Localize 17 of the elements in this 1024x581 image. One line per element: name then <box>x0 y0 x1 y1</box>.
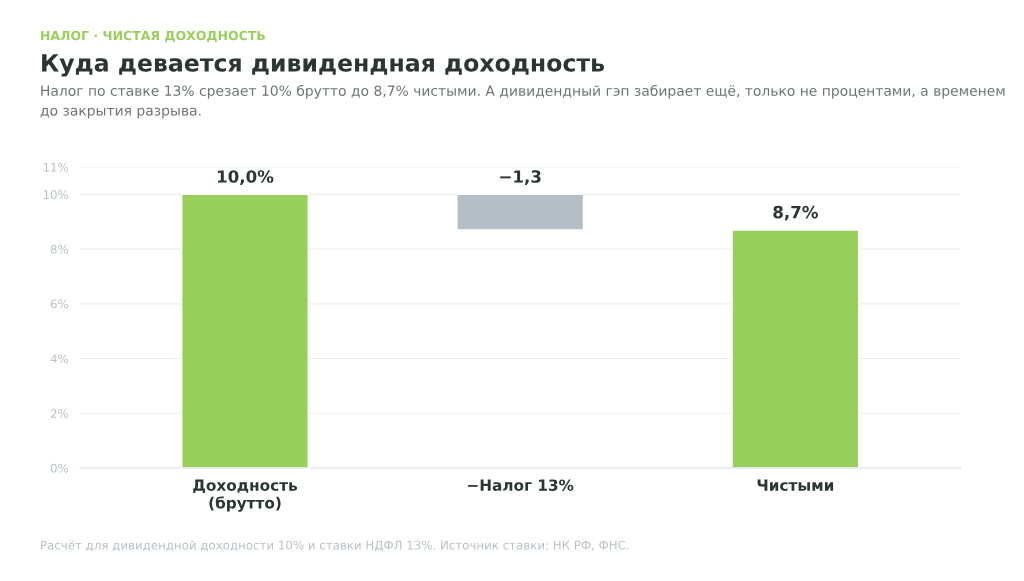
data-label: 10,0% <box>217 170 274 185</box>
y-tick-label: 8% <box>50 244 69 254</box>
y-tick-label: 0% <box>50 463 69 473</box>
y-tick-label: 11% <box>43 162 69 172</box>
data-label: −1,3 <box>500 170 541 185</box>
chart-subtitle: Налог по ставке 13% срезает 10% брутто до 8,7% чистыми. А дивидендный гэп забирает ещё, только не процентами, а временем до закрытия разрыва. <box>40 84 1005 119</box>
y-tick-label: 10% <box>43 190 69 200</box>
y-tick-label: 2% <box>50 409 69 418</box>
x-tick-label: −Налог 13% <box>468 479 574 491</box>
chart-title: Куда девается дивидендная доходность <box>42 54 604 77</box>
text: НАЛОГ · ЧИСТАЯ ДОХОДНОСТЬ <box>41 30 265 43</box>
y-tick-label: 6% <box>50 299 69 309</box>
text: Расчёт для дивидендной доходности 10% и ставки НДФЛ 13%. Источник ставки: НК РФ, ФНС. <box>41 540 629 552</box>
y-tick-label: 4% <box>50 354 69 364</box>
x-tick-label: Доходность (брутто) <box>193 479 298 512</box>
data-label: 8,7% <box>773 205 818 221</box>
x-tick-label: Чистыми <box>757 479 834 491</box>
